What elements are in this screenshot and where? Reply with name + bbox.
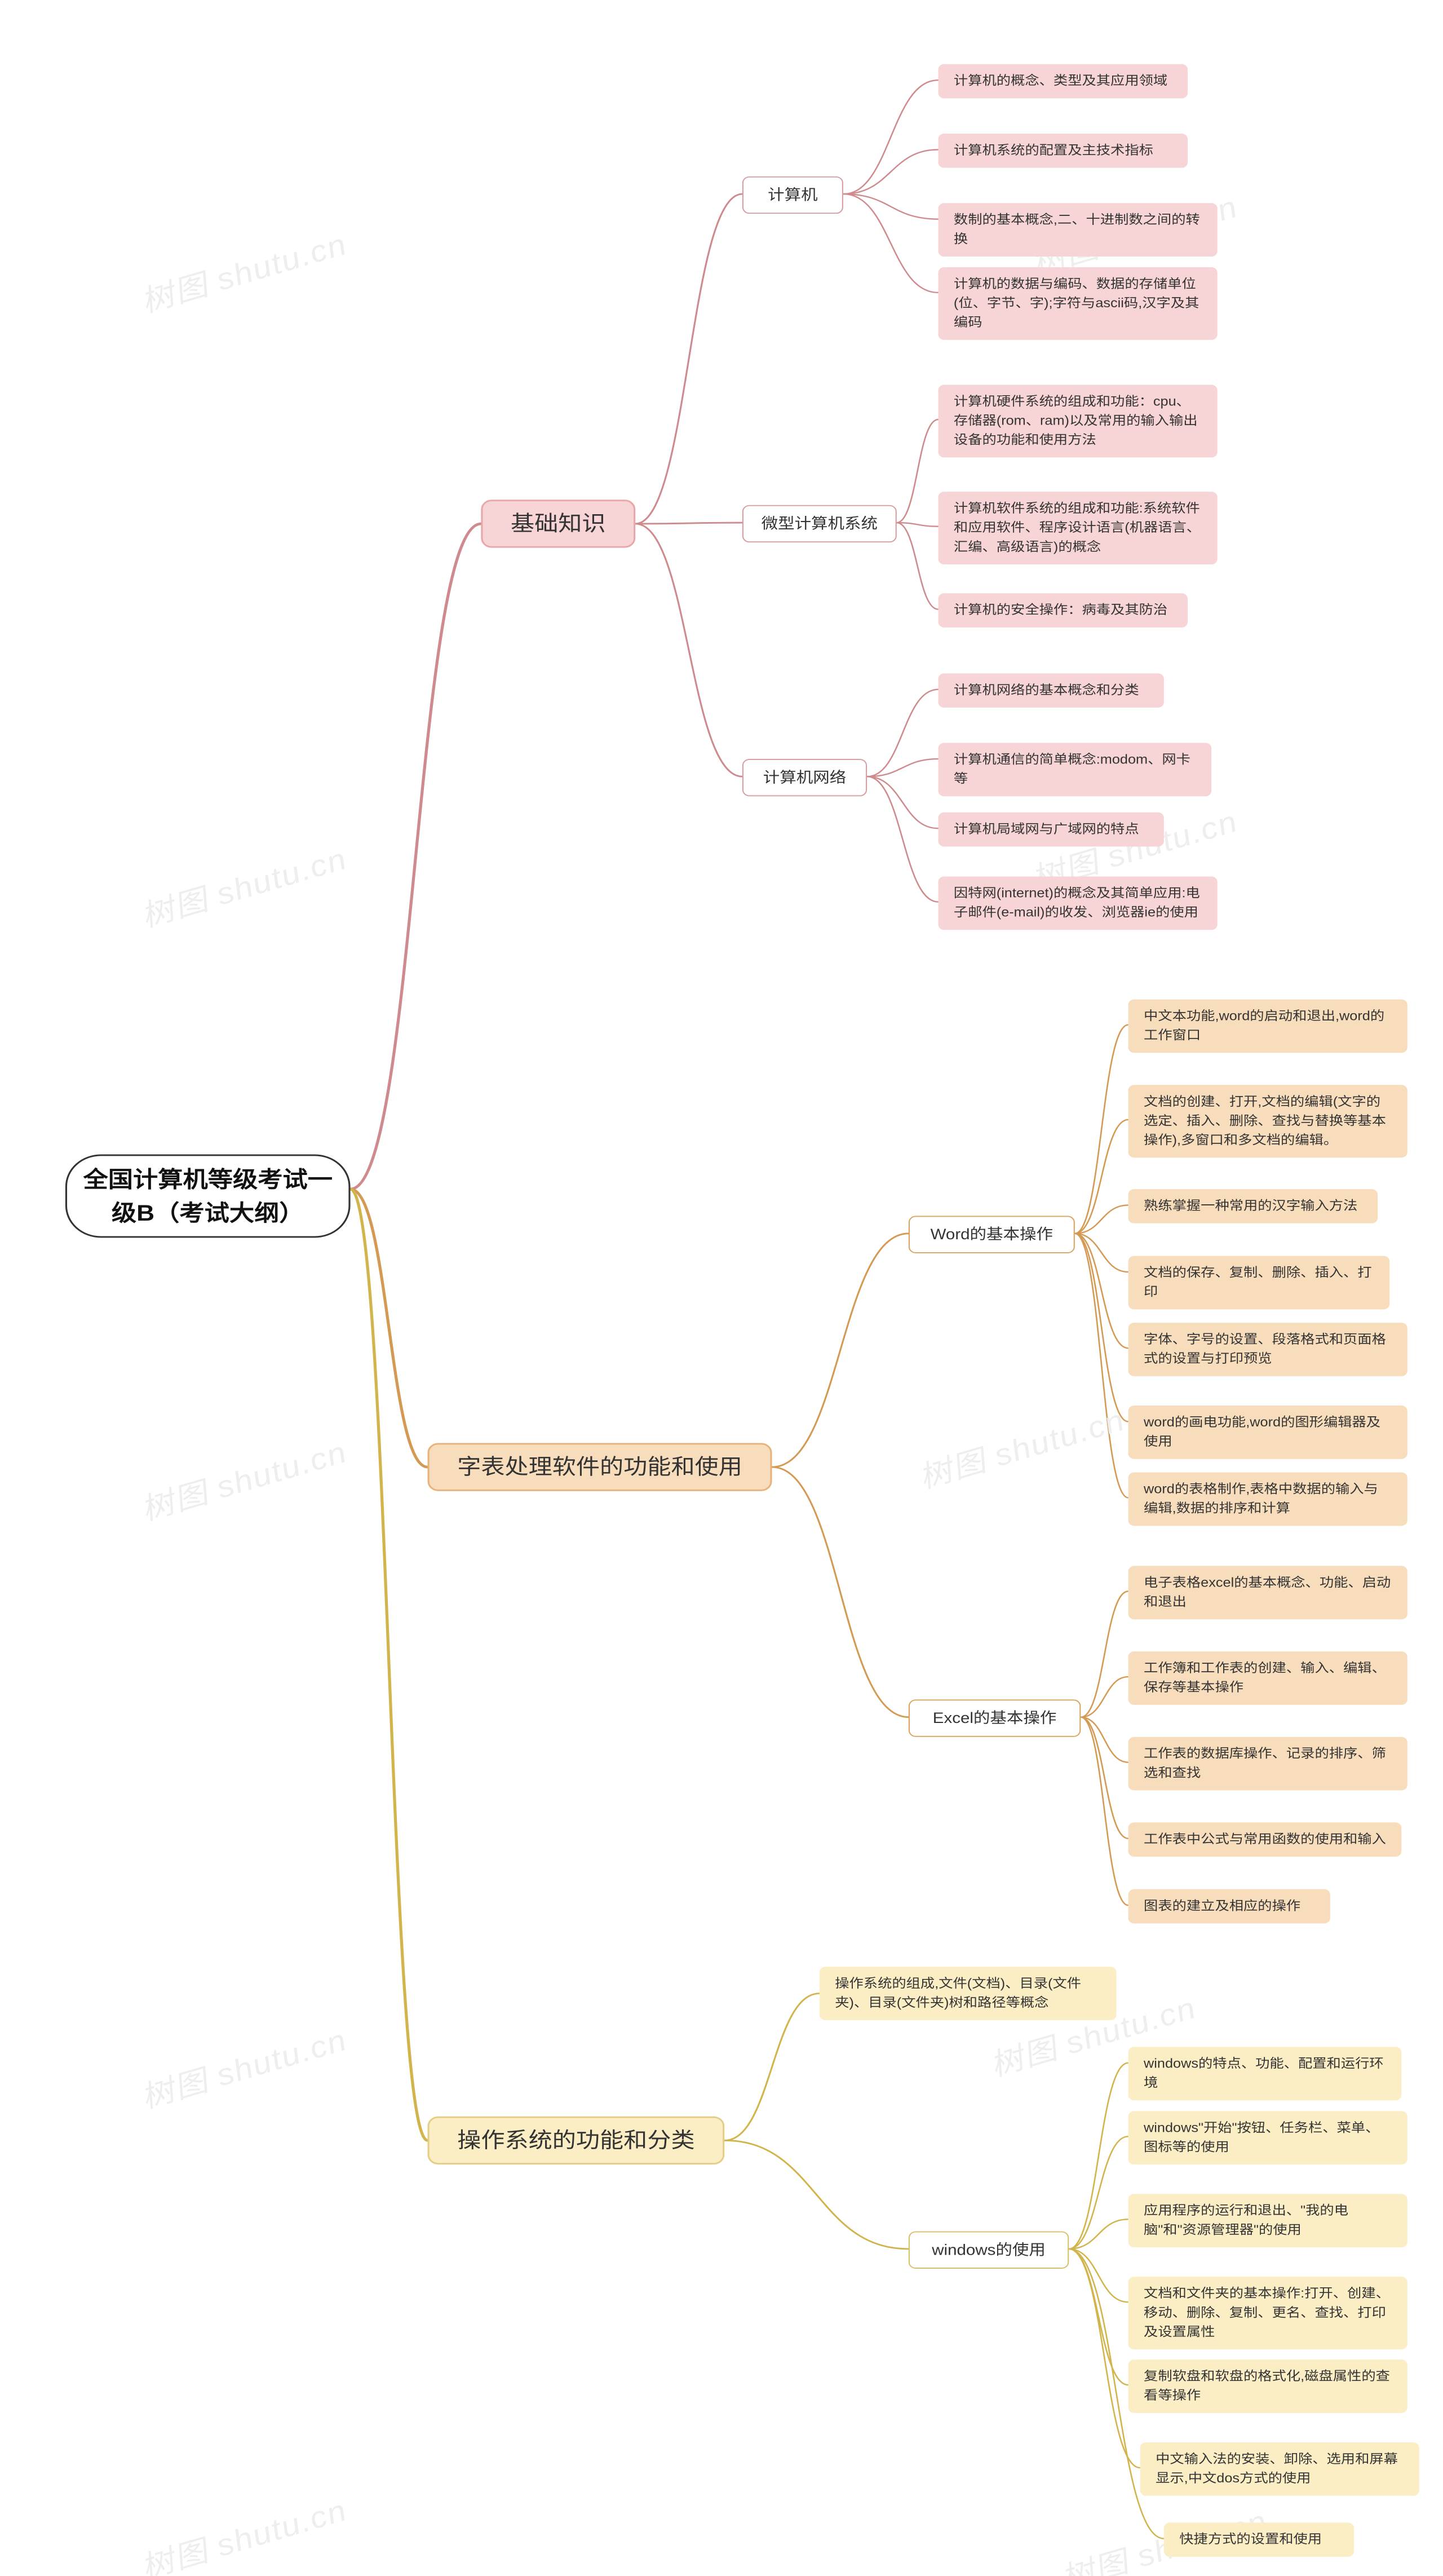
watermark: 树图 shutu.cn (911, 1396, 1130, 1497)
watermark: 树图 shutu.cn (134, 2486, 352, 2576)
leaf-b2c2-1: 工作簿和工作表的创建、输入、编辑、保存等基本操作 (1128, 1651, 1407, 1705)
leaf-b2c2-2: 工作表的数据库操作、记录的排序、筛选和查找 (1128, 1737, 1407, 1791)
leaf-b2c2-3: 工作表中公式与常用函数的使用和输入 (1128, 1822, 1402, 1857)
leaf-b2c1-3: 文档的保存、复制、删除、插入、打印 (1128, 1256, 1390, 1310)
watermark: 树图 shutu.cn (134, 1428, 352, 1529)
leaf-b1c3-0: 计算机网络的基本概念和分类 (939, 673, 1164, 708)
sub-b1c2: 微型计算机系统 (742, 505, 897, 542)
leaf-b3c1-4: 复制软盘和软盘的格式化,磁盘属性的查看等操作 (1128, 2360, 1407, 2413)
leaf-b1c3-2: 计算机局域网与广域网的特点 (939, 812, 1164, 847)
leaf-b2c1-1: 文档的创建、打开,文档的编辑(文字的选定、插入、删除、查找与替换等基本操作),多… (1128, 1085, 1407, 1157)
watermark: 树图 shutu.cn (134, 2016, 352, 2117)
leaf-b3c1-0: windows的特点、功能、配置和运行环境 (1128, 2047, 1402, 2101)
leaf-b3c1-6: 快捷方式的设置和使用 (1164, 2522, 1354, 2557)
leaf-b1c1-0: 计算机的概念、类型及其应用领域 (939, 64, 1188, 99)
sub-b1c3: 计算机网络 (742, 759, 867, 796)
leaf-b2c1-4: 字体、字号的设置、段落格式和页面格式的设置与打印预览 (1128, 1323, 1407, 1376)
sub-b2c1: Word的基本操作 (909, 1216, 1075, 1253)
branch-b3: 操作系统的功能和分类 (428, 2117, 725, 2164)
root-node: 全国计算机等级考试一级B（考试大纲） (65, 1155, 351, 1238)
sub-b2c2: Excel的基本操作 (909, 1699, 1081, 1737)
leaf-b2c1-2: 熟练掌握一种常用的汉字输入方法 (1128, 1189, 1378, 1223)
leaf-b1c3-3: 因特网(internet)的概念及其简单应用:电子邮件(e-mail)的收发、浏… (939, 877, 1218, 930)
leaf-b3c1-1: windows"开始"按钮、任务栏、菜单、图标等的使用 (1128, 2111, 1407, 2164)
leaf-b1c1-1: 计算机系统的配置及主技术指标 (939, 134, 1188, 168)
leaf-b1c2-0: 计算机硬件系统的组成和功能：cpu、存储器(rom、ram)以及常用的输入输出设… (939, 385, 1218, 458)
leaf-b3c1-5: 中文输入法的安装、卸除、选用和屏幕显示,中文dos方式的使用 (1140, 2442, 1419, 2496)
leaf-b2c2-4: 图表的建立及相应的操作 (1128, 1889, 1330, 1924)
leaf-b1c1-2: 数制的基本概念,二、十进制数之间的转换 (939, 203, 1218, 257)
sub-b1c1: 计算机 (742, 176, 843, 214)
leaf-b2c1-6: word的表格制作,表格中数据的输入与编辑,数据的排序和计算 (1128, 1473, 1407, 1526)
watermark: 树图 shutu.cn (134, 220, 352, 321)
watermark: 树图 shutu.cn (134, 835, 352, 936)
leaf-b1c2-1: 计算机软件系统的组成和功能:系统软件和应用软件、程序设计语言(机器语言、汇编、高… (939, 492, 1218, 564)
leaf-b1c2-2: 计算机的安全操作：病毒及其防治 (939, 593, 1188, 628)
leaf-b2c2-0: 电子表格excel的基本概念、功能、启动和退出 (1128, 1566, 1407, 1619)
mindmap-canvas: 树图 shutu.cn 树图 shutu.cn 树图 shutu.cn 树图 shut… (0, 0, 1443, 2576)
leaf-b3c1-3: 文档和文件夹的基本操作:打开、创建、移动、删除、复制、更名、查找、打印及设置属性 (1128, 2277, 1407, 2349)
leaf-b2c1-5: word的画电功能,word的图形编辑器及使用 (1128, 1406, 1407, 1459)
leaf-b1c1-3: 计算机的数据与编码、数据的存储单位(位、字节、字);字符与ascii码,汉字及其… (939, 267, 1218, 340)
branch-b2: 字表处理软件的功能和使用 (428, 1443, 772, 1491)
leaf-b3c1-2: 应用程序的运行和退出、"我的电脑"和"资源管理器"的使用 (1128, 2194, 1407, 2247)
leaf-b2c1-0: 中文本功能,word的启动和退出,word的工作窗口 (1128, 1000, 1407, 1053)
leaf-b1c3-1: 计算机通信的简单概念:modom、网卡等 (939, 743, 1212, 797)
branch-b1: 基础知识 (481, 500, 635, 547)
leaf-direct-b3: 操作系统的组成,文件(文档)、目录(文件夹)、目录(文件夹)树和路径等概念 (820, 1967, 1117, 2020)
sub-b3c1: windows的使用 (909, 2232, 1069, 2269)
